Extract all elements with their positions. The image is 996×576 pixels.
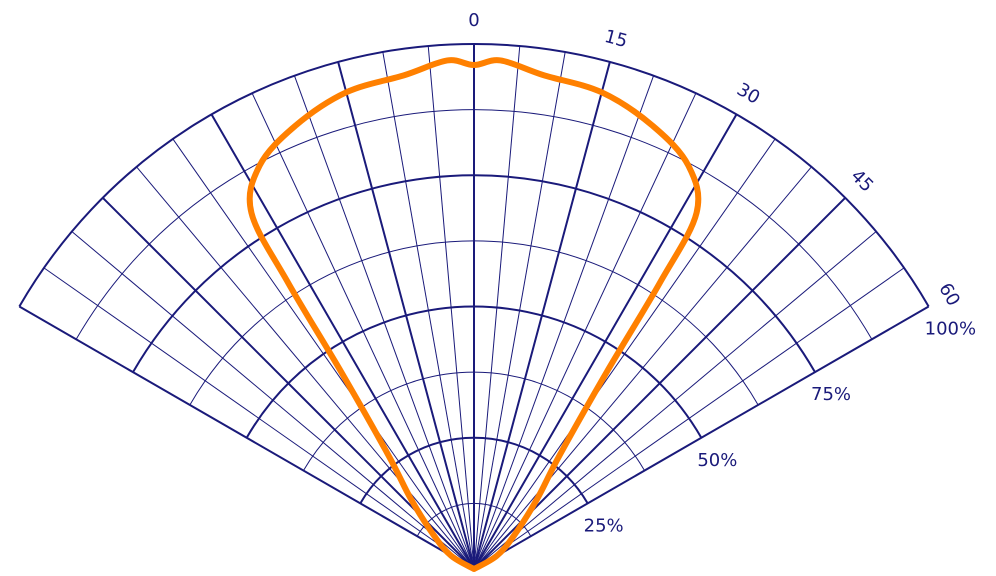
ring-37.5 — [303, 371, 645, 471]
radial-tick-label-100: 100% — [925, 319, 976, 340]
tick-labels: 0 15 30 45 60 25% 50% 75% 100% — [468, 10, 976, 537]
ring-75 — [132, 174, 816, 373]
ring-62.5 — [189, 240, 759, 406]
radial-tick-label-25: 25% — [584, 515, 624, 536]
angle-tick-label-15: 15 — [602, 26, 630, 52]
ring-50 — [245, 305, 703, 439]
series-layer — [246, 57, 702, 572]
radial-tick-label-50: 50% — [697, 450, 737, 471]
ring-12.5 — [416, 502, 532, 537]
frame-left-edge — [18, 305, 475, 570]
grid — [43, 44, 905, 570]
frame-outer-arc — [18, 43, 930, 308]
angle-tick-label-45: 45 — [846, 166, 877, 197]
angle-tick-label-0: 0 — [468, 10, 479, 31]
ring-87.5 — [75, 109, 873, 340]
ring-25 — [359, 436, 589, 504]
chart-frame — [18, 43, 930, 570]
frame-right-edge — [473, 305, 930, 570]
angle-tick-label-60: 60 — [934, 280, 964, 310]
radial-tick-label-75: 75% — [811, 384, 851, 405]
angle-tick-label-30: 30 — [733, 79, 763, 109]
series-line-0 — [246, 57, 702, 572]
